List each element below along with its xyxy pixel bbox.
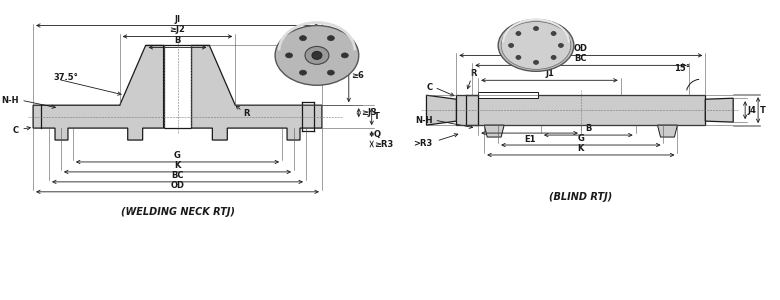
Ellipse shape	[342, 53, 349, 58]
Ellipse shape	[551, 32, 556, 35]
Text: >R3: >R3	[413, 139, 432, 148]
Bar	[164, 45, 191, 128]
Ellipse shape	[328, 70, 335, 75]
Bar	[478, 92, 538, 98]
Ellipse shape	[300, 36, 307, 40]
Text: G: G	[577, 134, 584, 143]
Text: G: G	[174, 151, 181, 160]
Text: JI: JI	[175, 14, 180, 23]
Text: J4: J4	[747, 106, 756, 115]
Ellipse shape	[498, 20, 574, 71]
Text: T: T	[374, 112, 380, 121]
Text: B: B	[585, 124, 591, 133]
Text: K: K	[174, 161, 181, 170]
Polygon shape	[658, 125, 677, 137]
Text: BC: BC	[172, 171, 184, 180]
Text: T: T	[760, 106, 766, 115]
Text: E1: E1	[524, 135, 535, 144]
Text: Q: Q	[374, 130, 381, 139]
Ellipse shape	[516, 32, 521, 35]
Text: ≥6: ≥6	[351, 71, 363, 80]
Ellipse shape	[534, 26, 538, 31]
Ellipse shape	[328, 36, 335, 40]
Ellipse shape	[516, 56, 521, 59]
Text: C: C	[427, 83, 432, 92]
Ellipse shape	[551, 56, 556, 59]
Text: B: B	[174, 36, 181, 45]
Text: ≥J3: ≥J3	[360, 108, 377, 117]
Text: R: R	[243, 109, 250, 118]
Ellipse shape	[275, 26, 359, 85]
Polygon shape	[33, 45, 164, 140]
Text: N-H: N-H	[415, 116, 432, 124]
Ellipse shape	[300, 70, 307, 75]
Ellipse shape	[305, 46, 329, 64]
Text: BC: BC	[575, 54, 587, 63]
Ellipse shape	[534, 60, 538, 64]
Text: (BLIND RTJ): (BLIND RTJ)	[549, 192, 612, 202]
Text: OD: OD	[574, 44, 588, 53]
Ellipse shape	[285, 53, 292, 58]
Text: N-H: N-H	[2, 96, 20, 105]
Ellipse shape	[312, 51, 322, 59]
Polygon shape	[191, 45, 322, 140]
Text: R: R	[470, 69, 477, 78]
Text: 15°: 15°	[675, 64, 690, 73]
Text: J1: J1	[545, 69, 554, 78]
Text: (WELDING NECK RTJ): (WELDING NECK RTJ)	[120, 207, 235, 217]
Text: C: C	[13, 126, 20, 135]
Polygon shape	[484, 125, 504, 137]
Text: ≥J2: ≥J2	[169, 26, 186, 34]
Text: ≥R3: ≥R3	[374, 140, 393, 148]
Text: OD: OD	[171, 181, 185, 190]
Polygon shape	[456, 95, 705, 125]
Ellipse shape	[558, 44, 563, 47]
Ellipse shape	[509, 44, 513, 47]
Polygon shape	[427, 95, 456, 125]
Text: 37.5°: 37.5°	[53, 73, 78, 82]
Text: K: K	[578, 144, 584, 153]
Ellipse shape	[502, 22, 571, 69]
Polygon shape	[705, 98, 733, 122]
